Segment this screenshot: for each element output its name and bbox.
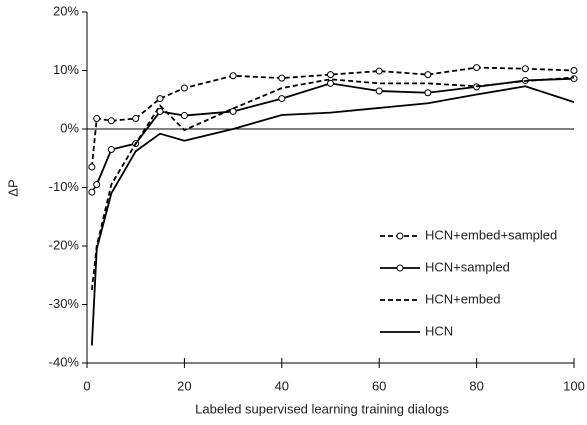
point [107, 117, 115, 125]
point [473, 64, 481, 72]
legend-label: HCN+embed [425, 291, 501, 306]
series-line [90, 76, 575, 290]
point [424, 71, 432, 79]
legend-label: HCN [425, 323, 453, 338]
point [570, 67, 578, 74]
point [278, 74, 286, 82]
y-tick-label: -30% [49, 296, 80, 311]
point [570, 75, 578, 83]
point [156, 95, 164, 103]
x-axis-label: Labeled supervised learning training dia… [195, 401, 449, 416]
x-tick-label: 40 [275, 378, 289, 393]
y-tick-label: -10% [49, 179, 80, 194]
y-axis-label: ΔP [5, 179, 20, 196]
point [180, 112, 188, 120]
point [93, 181, 101, 189]
series-line [90, 66, 575, 168]
point [327, 79, 334, 87]
point [375, 87, 383, 95]
point [229, 107, 237, 115]
point [278, 95, 286, 103]
x-tick-label: 80 [469, 378, 483, 393]
y-tick-label: -40% [49, 354, 80, 369]
x-tick-label: 100 [563, 378, 585, 393]
legend-marker [396, 264, 404, 272]
point [93, 114, 101, 122]
point [521, 65, 529, 73]
series-line [90, 85, 575, 346]
y-tick-label: 20% [53, 3, 79, 18]
point [88, 188, 96, 196]
point [375, 67, 383, 75]
point [180, 84, 188, 92]
x-tick-label: 20 [177, 378, 191, 393]
y-tick-label: 0% [60, 120, 79, 135]
point [132, 114, 140, 122]
y-tick-label: 10% [53, 62, 79, 77]
legend-marker [396, 232, 404, 240]
point [107, 145, 115, 153]
point [88, 163, 96, 171]
x-tick-label: 0 [83, 378, 90, 393]
series-line [91, 77, 575, 193]
point [327, 71, 334, 79]
legend-label: HCN+sampled [425, 259, 510, 274]
point [424, 89, 432, 97]
x-tick-label: 60 [372, 378, 386, 393]
y-tick-label: -20% [49, 237, 80, 252]
point [229, 72, 237, 80]
legend-label: HCN+embed+sampled [425, 227, 557, 242]
